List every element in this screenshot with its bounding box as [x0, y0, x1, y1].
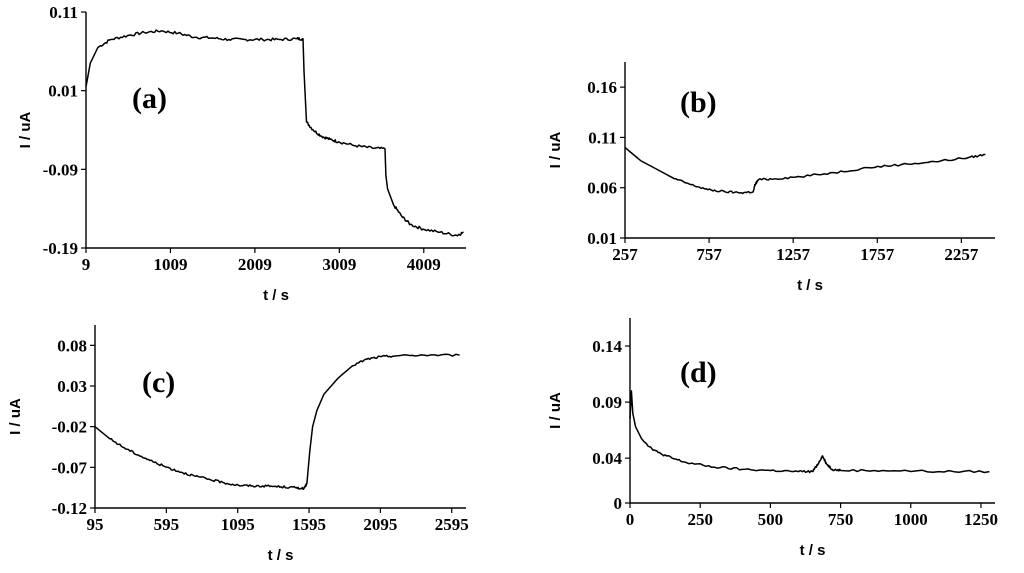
chart-panel-b: 257 757 1257 1757 2257 0.01 0.06 0.11 0.16 (b) t /… [547, 62, 995, 294]
y-tick-label: -0.19 [43, 239, 78, 258]
y-tick-label: -0.09 [43, 160, 78, 179]
x-tick-label: 1009 [153, 255, 187, 274]
x-axis-title: t / s [797, 277, 823, 294]
x-tick-label: 2095 [363, 515, 397, 534]
x-tick-label: 1250 [964, 510, 998, 529]
x-axis-title: t / s [800, 542, 826, 559]
x-tick-label: 500 [758, 510, 784, 529]
y-tick-label: 0.04 [592, 449, 622, 468]
y-tick-label: 0 [614, 494, 623, 513]
x-tick-label: 2595 [435, 515, 469, 534]
x-tick-label: 757 [696, 245, 722, 264]
y-tick-label: 0.16 [587, 78, 617, 97]
x-tick-label: 0 [626, 510, 635, 529]
x-tick-label: 2009 [238, 255, 272, 274]
chart-panel-a: 9 1009 2009 3009 4009 -0.19 -0.09 0.01 0.11 (a) t … [17, 3, 466, 304]
data-series-line [94, 353, 460, 491]
x-tick-label: 595 [154, 515, 180, 534]
y-tick-label: 0.06 [587, 179, 617, 198]
y-tick-label: 0.08 [57, 336, 87, 355]
y-tick-label: 0.11 [588, 128, 617, 147]
x-tick-label: 95 [87, 515, 104, 534]
x-axis-title: t / s [263, 287, 289, 304]
y-axis-title: I / uA [17, 112, 34, 149]
x-tick-label: 250 [687, 510, 713, 529]
x-tick-label: 3009 [322, 255, 356, 274]
panel-label: (c) [142, 366, 175, 399]
x-tick-label: 750 [828, 510, 854, 529]
panel-label: (a) [132, 82, 167, 115]
x-tick-label: 1095 [221, 515, 255, 534]
y-axis-title: I / uA [547, 392, 564, 429]
x-tick-label: 1000 [894, 510, 928, 529]
y-axis-title: I / uA [547, 132, 564, 169]
x-tick-label: 2257 [944, 245, 979, 264]
y-tick-label: -0.12 [52, 499, 87, 518]
panel-label: (d) [680, 356, 717, 389]
x-tick-label: 257 [612, 245, 638, 264]
chart-panel-d: 0 250 500 750 1000 1250 0 0.04 0.09 0.14 (d) t / s I… [547, 318, 998, 559]
data-series-line [629, 390, 990, 474]
x-tick-label: 4009 [407, 255, 441, 274]
y-tick-label: -0.02 [52, 418, 87, 437]
y-tick-label: 0.09 [592, 393, 622, 412]
x-tick-label: 9 [82, 255, 91, 274]
y-tick-label: 0.11 [49, 3, 78, 22]
y-tick-label: 0.14 [592, 337, 622, 356]
x-tick-label: 1757 [860, 245, 895, 264]
x-axis-title: t / s [268, 547, 294, 564]
data-series-line [85, 29, 464, 237]
panel-label: (b) [680, 86, 717, 119]
y-tick-label: 0.01 [587, 229, 617, 248]
y-tick-label: -0.07 [52, 458, 88, 477]
chart-panel-c: 95 595 1095 1595 2095 2595 -0.12 -0.07 -0.02 0.03… [7, 325, 469, 564]
x-tick-label: 1257 [776, 245, 811, 264]
x-tick-label: 1595 [292, 515, 326, 534]
data-series-line [624, 146, 986, 195]
y-tick-label: 0.03 [57, 377, 87, 396]
y-tick-label: 0.01 [48, 82, 78, 101]
y-axis-title: I / uA [7, 398, 24, 435]
